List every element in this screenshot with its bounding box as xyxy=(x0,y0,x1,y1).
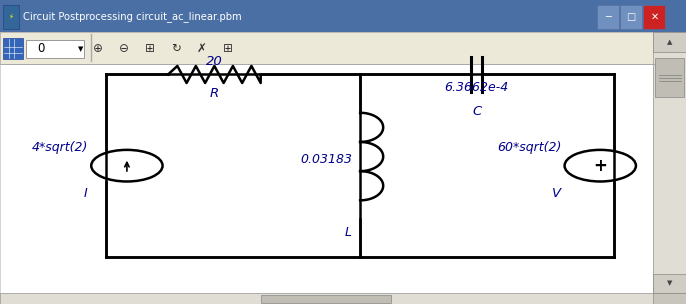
Text: 0: 0 xyxy=(38,43,45,55)
FancyBboxPatch shape xyxy=(643,5,665,29)
FancyBboxPatch shape xyxy=(597,5,619,29)
Text: ⊖: ⊖ xyxy=(119,42,128,55)
Text: 0.03183: 0.03183 xyxy=(300,153,352,166)
FancyBboxPatch shape xyxy=(3,5,19,29)
Text: L: L xyxy=(345,226,352,239)
FancyBboxPatch shape xyxy=(0,32,655,64)
FancyBboxPatch shape xyxy=(261,295,391,303)
Text: ↻: ↻ xyxy=(171,42,180,55)
Text: □: □ xyxy=(626,12,636,22)
Text: Circuit Postprocessing circuit_ac_linear.pbm: Circuit Postprocessing circuit_ac_linear… xyxy=(23,11,241,22)
Text: 60*sqrt(2): 60*sqrt(2) xyxy=(497,140,561,154)
FancyBboxPatch shape xyxy=(0,0,686,32)
FancyBboxPatch shape xyxy=(655,58,684,97)
Text: ▲: ▲ xyxy=(667,39,672,45)
FancyBboxPatch shape xyxy=(620,5,642,29)
Text: V: V xyxy=(552,187,561,200)
Text: C: C xyxy=(472,105,482,118)
FancyBboxPatch shape xyxy=(653,32,686,52)
Text: 4*sqrt(2): 4*sqrt(2) xyxy=(32,140,88,154)
FancyBboxPatch shape xyxy=(653,32,686,293)
Text: ─: ─ xyxy=(605,12,611,22)
FancyBboxPatch shape xyxy=(26,40,84,58)
Text: ▼: ▼ xyxy=(78,46,83,52)
Text: +: + xyxy=(593,157,607,175)
Text: ✗: ✗ xyxy=(197,42,206,55)
Text: ▼: ▼ xyxy=(667,281,672,287)
Text: 6.3662e-4: 6.3662e-4 xyxy=(445,81,509,94)
FancyBboxPatch shape xyxy=(653,274,686,293)
Text: ⚡: ⚡ xyxy=(8,14,14,20)
FancyBboxPatch shape xyxy=(0,64,653,293)
Text: ⊞: ⊞ xyxy=(145,42,154,55)
Text: 20: 20 xyxy=(206,55,223,68)
FancyBboxPatch shape xyxy=(0,293,653,304)
Text: ⊞: ⊞ xyxy=(223,42,233,55)
Text: R: R xyxy=(210,87,219,100)
Text: ✕: ✕ xyxy=(650,12,659,22)
Text: ⊕: ⊕ xyxy=(93,42,102,55)
FancyBboxPatch shape xyxy=(3,38,23,59)
FancyBboxPatch shape xyxy=(653,293,686,304)
Text: I: I xyxy=(84,187,88,200)
